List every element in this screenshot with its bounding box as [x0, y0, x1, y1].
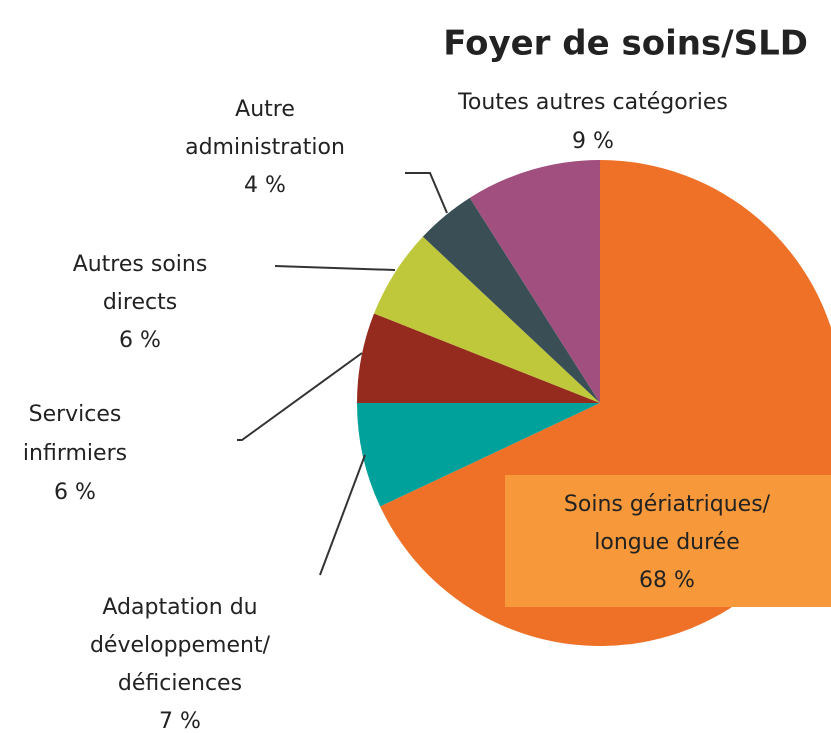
slice-label: Autre	[235, 97, 295, 122]
slice-label: longue durée	[594, 530, 740, 555]
slice-label: déficiences	[118, 671, 242, 696]
label-box	[505, 475, 831, 607]
slice-label: administration	[185, 135, 345, 160]
value-label: 4 %	[244, 173, 286, 198]
leader-line	[405, 172, 448, 214]
value-label: 9 %	[572, 129, 614, 154]
slice-label: directs	[103, 290, 177, 315]
pie-slice	[357, 313, 600, 403]
value-label: 68 %	[639, 568, 695, 593]
leader-line	[274, 265, 396, 271]
pie-slice	[469, 160, 600, 403]
chart-title: Foyer de soins/SLD	[443, 24, 808, 64]
value-label: 6 %	[54, 480, 96, 505]
slice-label: infirmiers	[23, 441, 127, 466]
value-label: 6 %	[119, 328, 161, 353]
slice-label: Services	[29, 402, 122, 427]
leader-line	[319, 454, 366, 576]
value-label: 7 %	[159, 709, 201, 733]
pie-slice	[357, 403, 600, 507]
slice-label: Adaptation du	[102, 595, 257, 620]
slice-label: Toutes autres catégories	[457, 90, 728, 115]
pie-slice	[374, 236, 600, 403]
leader-line	[237, 352, 363, 441]
slice-label: Autres soins	[73, 252, 208, 277]
slice-label: Soins gériatriques/	[564, 492, 771, 517]
slice-label: développement/	[90, 633, 271, 658]
pie-slice	[422, 197, 600, 403]
